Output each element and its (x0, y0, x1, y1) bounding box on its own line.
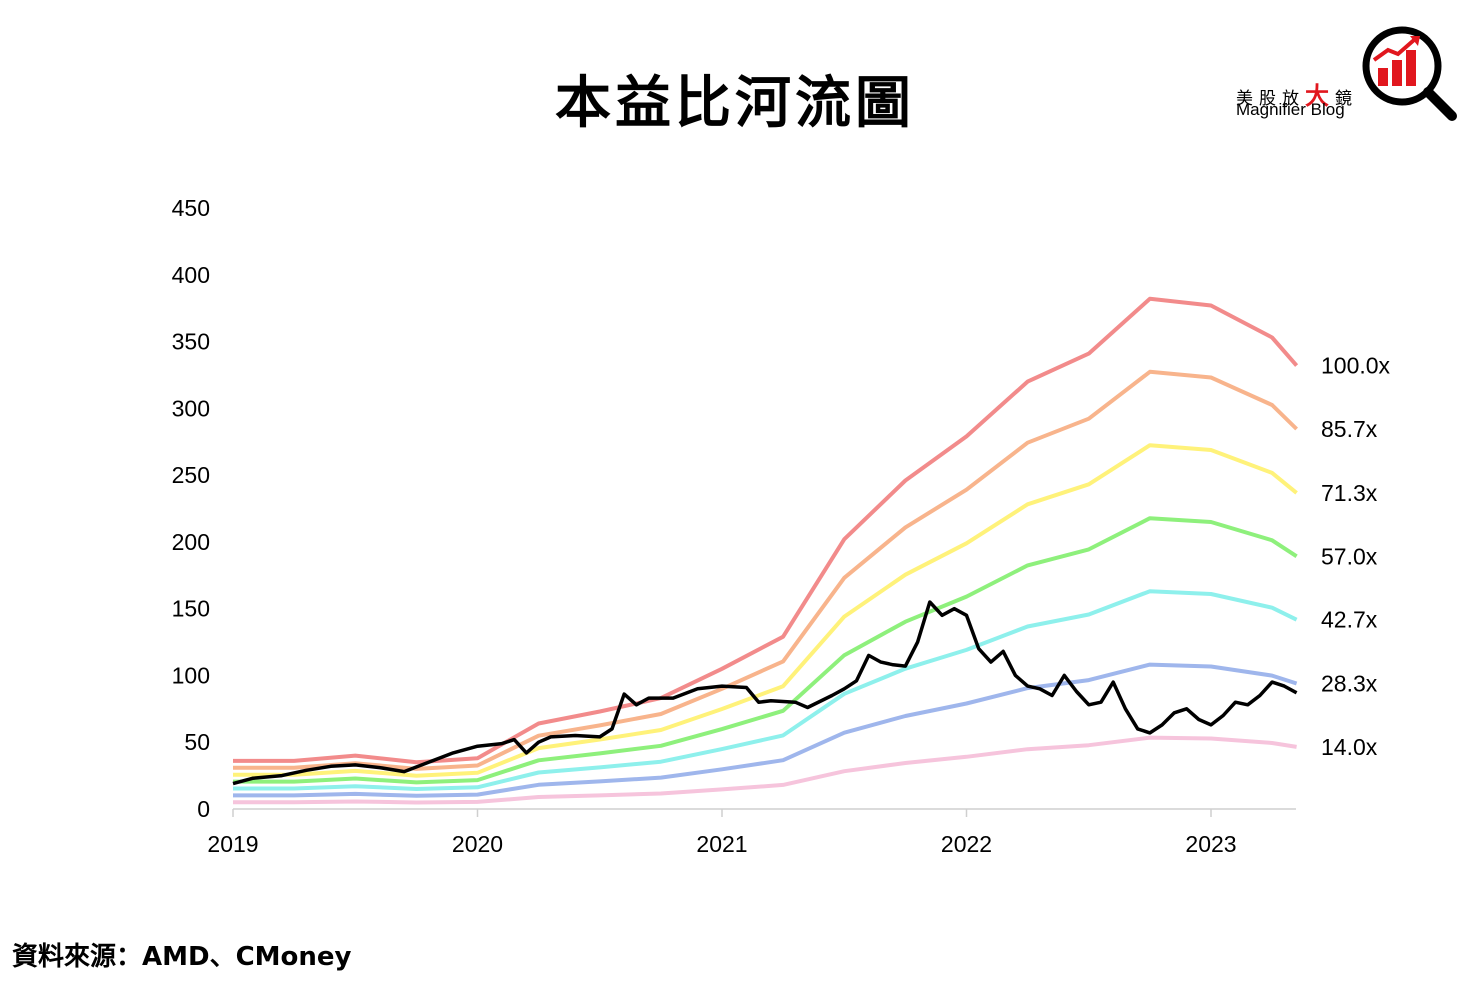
band-label-14.0x: 14.0x (1321, 734, 1378, 760)
price-line (232, 600, 1298, 786)
price-series (232, 600, 1298, 786)
logo-chinese-name: 美股放大鏡 (1236, 76, 1358, 111)
y-tick-label: 0 (197, 796, 210, 822)
x-tick-label: 2023 (1185, 831, 1236, 857)
band-line-14.0x (233, 735, 1297, 805)
band-label-85.7x: 85.7x (1321, 416, 1378, 442)
chart-axes: 0 50 100 150 200 250 300 350 400 450 2019 2020 2021 2… (172, 195, 1296, 857)
x-tick-label: 2021 (696, 831, 747, 857)
band-label-100.0x: 100.0x (1321, 353, 1391, 379)
band-line-28.3x (233, 662, 1298, 798)
band-label-28.3x: 28.3x (1321, 671, 1378, 697)
pe-bands (233, 296, 1299, 805)
y-tick-label: 50 (184, 729, 210, 755)
band-label-42.7x: 42.7x (1321, 607, 1378, 633)
data-source-note: 資料來源：AMD、CMoney (12, 942, 352, 972)
y-tick-label: 150 (172, 596, 210, 622)
y-tick-label: 350 (172, 329, 210, 355)
brand-logo[interactable]: 美股放大鏡 Magnifier Blog (1236, 24, 1460, 124)
band-label-57.0x: 57.0x (1321, 543, 1378, 569)
band-labels: 100.0x 85.7x 71.3x 57.0x 42.7x 28.3x 14.0x (1321, 353, 1391, 760)
band-line-57.0x (233, 516, 1298, 785)
y-tick-label: 450 (172, 195, 210, 221)
y-tick-label: 200 (172, 529, 210, 555)
band-label-71.3x: 71.3x (1321, 480, 1378, 506)
y-tick-label: 400 (172, 262, 210, 288)
y-tick-label: 100 (172, 662, 210, 688)
x-tick-label: 2019 (207, 831, 258, 857)
band-line-100.0x (233, 296, 1299, 765)
band-line-71.3x (233, 443, 1298, 778)
y-tick-label: 250 (172, 462, 210, 488)
band-line-42.7x (233, 589, 1298, 791)
logo-english-name: Magnifier Blog (1236, 100, 1345, 119)
band-line-85.7x (233, 369, 1298, 771)
magnifier-bar-chart-icon (1362, 26, 1457, 121)
chart-title: 本益比河流圖 (555, 71, 915, 136)
logo-cn-big-char: 大 (1305, 82, 1335, 110)
x-tick-label: 2020 (452, 831, 503, 857)
y-tick-label: 300 (172, 395, 210, 421)
logo-cn-part-1: 美股放 (1236, 89, 1305, 109)
logo-cn-part-2: 鏡 (1335, 89, 1358, 109)
x-tick-label: 2022 (941, 831, 992, 857)
